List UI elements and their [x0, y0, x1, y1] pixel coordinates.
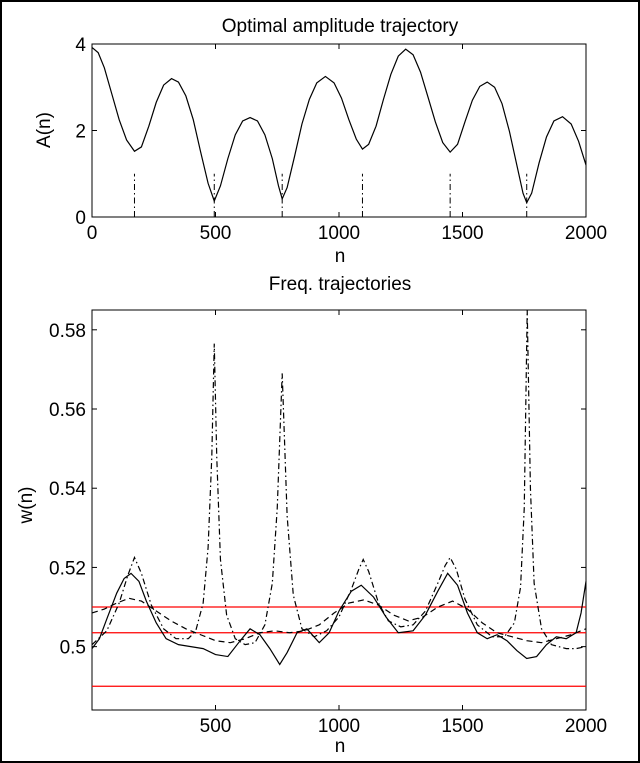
amplitude-y-tick-label-1: 2	[75, 122, 86, 143]
amplitude-x-tick-label-2: 1000	[318, 223, 360, 244]
amplitude-x-tick-label-3: 1500	[441, 223, 483, 244]
frequency-x-tick-label-2: 1500	[441, 716, 483, 737]
frequency-x-tick-label-3: 2000	[565, 716, 607, 737]
frequency-y-tick-label-0: 0.5	[60, 638, 86, 659]
frequency-title: Freq. trajectories	[269, 274, 412, 295]
amplitude-title: Optimal amplitude trajectory	[222, 16, 459, 37]
frequency-y-tick-label-3: 0.56	[49, 400, 86, 421]
amplitude-x-tick-label-4: 2000	[565, 223, 607, 244]
frequency-panel: Freq. trajectories 500 1000 1500 2000 0.5 0.…	[16, 274, 607, 757]
frequency-y-tick-label-1: 0.52	[49, 558, 86, 579]
amplitude-x-tick-label-0: 0	[87, 223, 98, 244]
amplitude-y-label: A(n)	[34, 112, 55, 148]
amplitude-y-tick-label-0: 0	[75, 208, 86, 229]
frequency-y-label: w(n)	[16, 487, 37, 525]
frequency-series-dash-dot-2	[91, 309, 587, 650]
amplitude-panel: Optimal amplitude trajectory 0 500 1000 150…	[34, 16, 607, 267]
amplitude-y-tick-label-2: 4	[75, 35, 86, 56]
frequency-y-tick-label-4: 0.58	[49, 321, 86, 342]
frequency-x-label: n	[335, 736, 346, 757]
frequency-y-tick-label-2: 0.54	[49, 479, 86, 500]
frequency-series-dashed-1	[91, 597, 587, 644]
amplitude-series-solid-0	[91, 47, 587, 205]
frequency-x-tick-label-0: 500	[200, 716, 232, 737]
frequency-x-tick-label-1: 1000	[318, 716, 360, 737]
amplitude-x-label: n	[335, 246, 346, 267]
amplitude-x-tick-label-1: 500	[200, 223, 232, 244]
